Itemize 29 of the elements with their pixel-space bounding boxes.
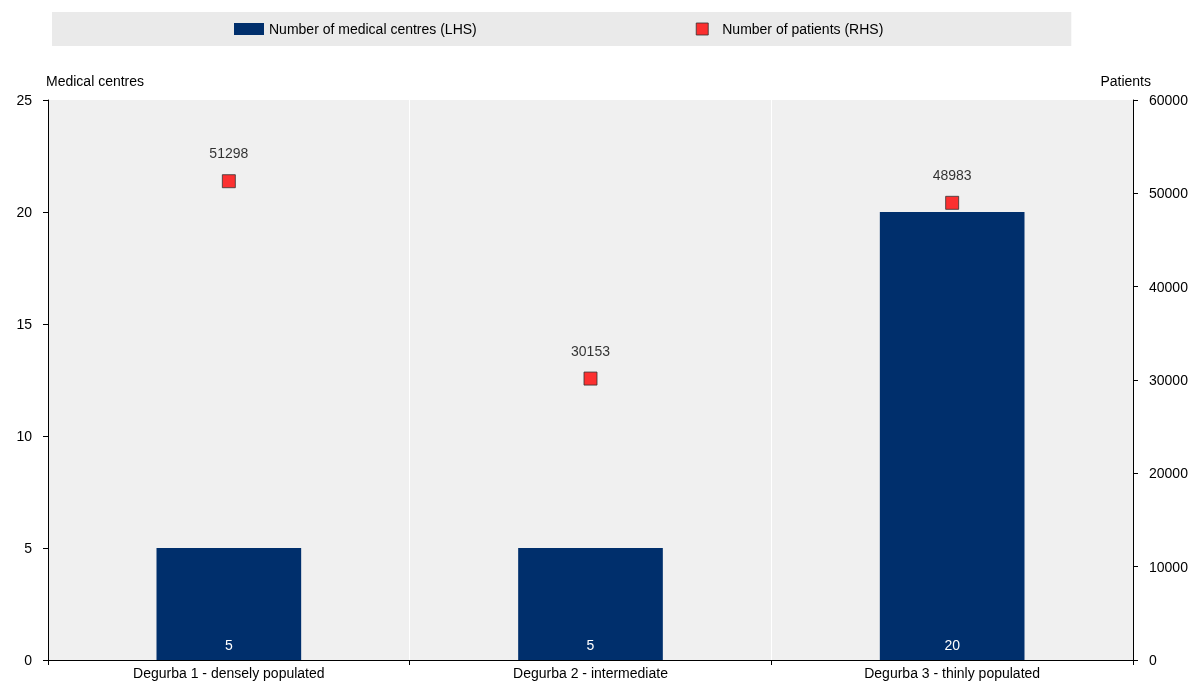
x-tick-label: Degurba 1 - densely populated [133,665,325,681]
y2-tick-label: 20000 [1149,465,1189,482]
y-tick-label: 25 [16,92,33,108]
legend-label: Number of patients (RHS) [722,21,884,37]
point [583,371,598,386]
data-label: 20 [944,637,961,653]
y2-tick-label: 30000 [1149,372,1189,388]
y2-tick-label: 10000 [1149,558,1189,575]
y-axis-title: Medical centres [46,73,145,89]
y2-tick-label: 0 [1149,652,1157,668]
y2-tick-label: 50000 [1149,185,1189,202]
point [945,195,960,210]
x-tick-label: Degurba 3 - thinly populated [864,665,1041,681]
y-tick-label: 0 [24,652,33,668]
point [221,174,236,189]
y2-axis-title: Patients [1100,73,1151,89]
legend-label: Number of medical centres (LHS) [269,21,477,37]
y-tick-label: 15 [16,316,33,332]
data-label: 30153 [571,342,611,359]
y2-tick-label: 60000 [1149,92,1189,108]
y-tick-label: 20 [16,204,33,220]
data-label: 5 [586,637,595,653]
data-label: 5 [224,637,233,653]
y-tick-label: 5 [24,540,33,556]
y-tick-label: 10 [16,428,33,444]
x-tick-label: Degurba 2 - intermediate [513,665,669,681]
y2-tick-label: 40000 [1149,278,1189,295]
data-label: 51298 [209,145,249,162]
data-label: 48983 [932,166,972,183]
